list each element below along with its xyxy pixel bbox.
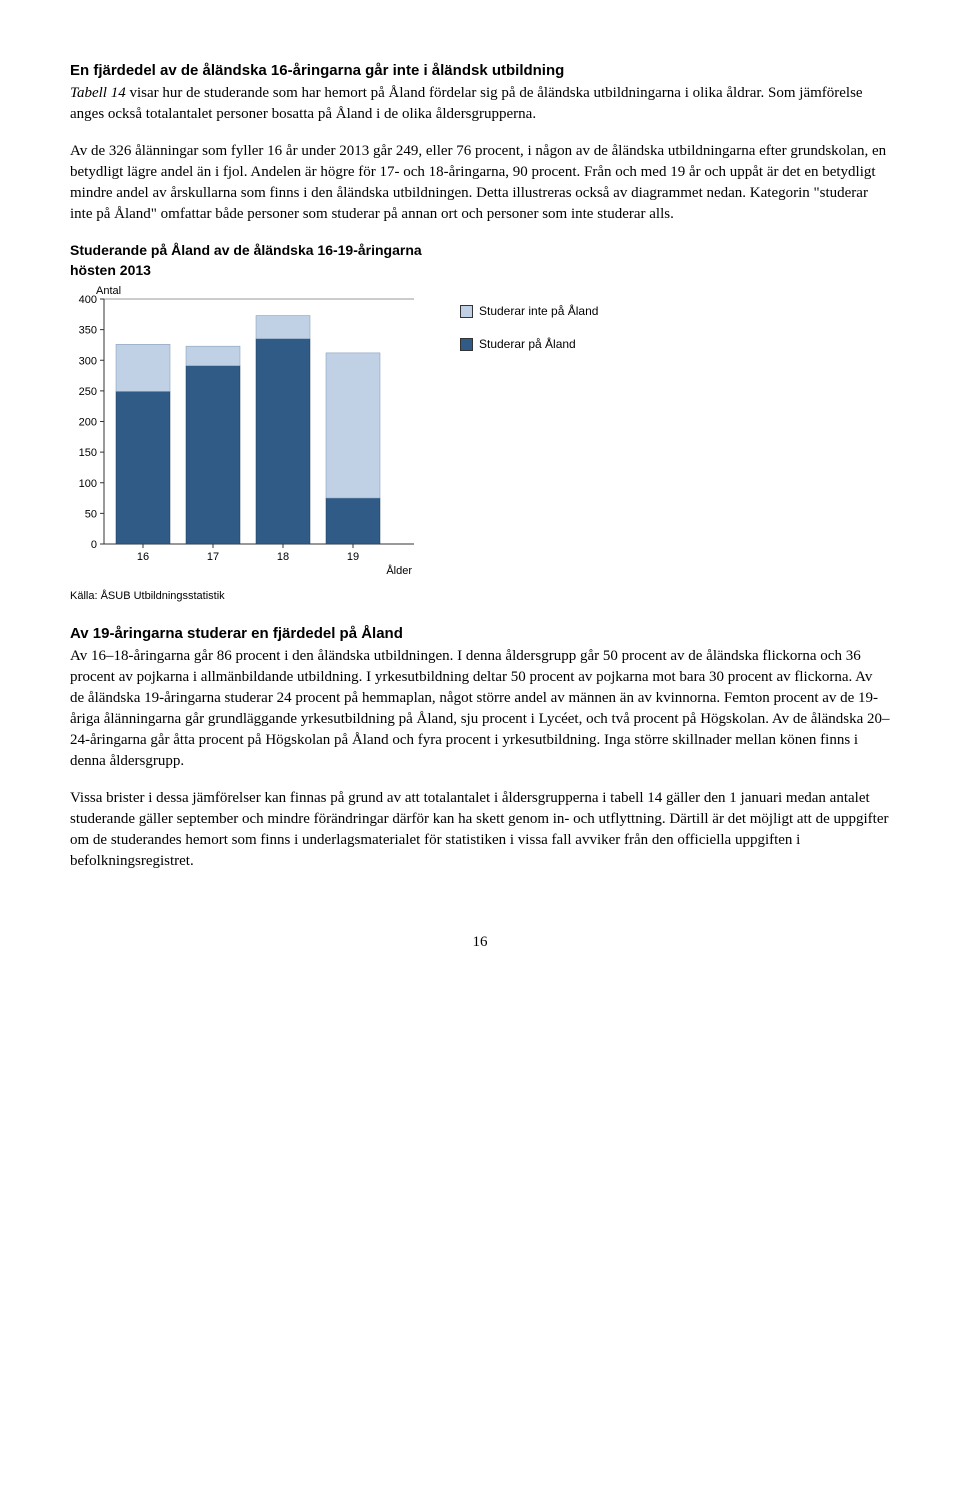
legend-swatch — [460, 338, 473, 351]
legend-label: Studerar inte på Åland — [479, 303, 598, 320]
svg-text:Antal: Antal — [96, 285, 121, 297]
svg-text:350: 350 — [79, 325, 97, 337]
svg-text:50: 50 — [85, 509, 97, 521]
paragraph-2: Av de 326 ålänningar som fyller 16 år un… — [70, 141, 890, 225]
paragraph-3: Av 16–18-åringarna går 86 procent i den … — [70, 646, 890, 772]
chart-svg-wrap: Antal 0 50 100 150 200 250 300 350 400 16 17 18 19 Åld… — [70, 281, 420, 604]
heading-3: Av 19-åringarna studerar en fjärdedel på… — [70, 623, 890, 644]
section-3: Av 19-åringarna studerar en fjärdedel på… — [70, 623, 890, 772]
page-number: 16 — [70, 932, 890, 953]
chart-wrap: Antal 0 50 100 150 200 250 300 350 400 16 17 18 19 Åld… — [70, 281, 890, 604]
svg-text:250: 250 — [79, 386, 97, 398]
chart-title-line1: Studerande på Åland av de åländska 16-19… — [70, 241, 890, 259]
svg-text:0: 0 — [91, 539, 97, 551]
svg-text:16: 16 — [137, 551, 149, 563]
paragraph-1-body: visar hur de studerande som har hemort p… — [70, 85, 863, 122]
svg-text:100: 100 — [79, 478, 97, 490]
chart-title-line2: hösten 2013 — [70, 261, 890, 279]
svg-text:18: 18 — [277, 551, 289, 563]
legend-label: Studerar på Åland — [479, 336, 576, 353]
svg-text:Ålder: Ålder — [386, 564, 412, 577]
legend-item: Studerar på Åland — [460, 336, 598, 353]
heading-1: En fjärdedel av de åländska 16-åringarna… — [70, 60, 890, 81]
svg-text:200: 200 — [79, 417, 97, 429]
paragraph-1: Tabell 14 visar hur de studerande som ha… — [70, 83, 890, 125]
svg-text:300: 300 — [79, 356, 97, 368]
chart-source: Källa: ÅSUB Utbildningsstatistik — [70, 589, 420, 604]
legend-swatch — [460, 305, 473, 318]
chart-region: Studerande på Åland av de åländska 16-19… — [70, 241, 890, 605]
svg-text:150: 150 — [79, 448, 97, 460]
bar-chart-svg: Antal 0 50 100 150 200 250 300 350 400 16 17 18 19 Åld… — [70, 281, 420, 578]
legend-item: Studerar inte på Åland — [460, 303, 598, 320]
tabell-ref: Tabell 14 — [70, 85, 129, 101]
svg-text:19: 19 — [347, 551, 359, 563]
svg-text:17: 17 — [207, 551, 219, 563]
chart-legend: Studerar inte på Åland Studerar på Åland — [460, 303, 598, 369]
section-1: En fjärdedel av de åländska 16-åringarna… — [70, 60, 890, 125]
paragraph-4: Vissa brister i dessa jämförelser kan fi… — [70, 788, 890, 872]
svg-text:400: 400 — [79, 294, 97, 306]
